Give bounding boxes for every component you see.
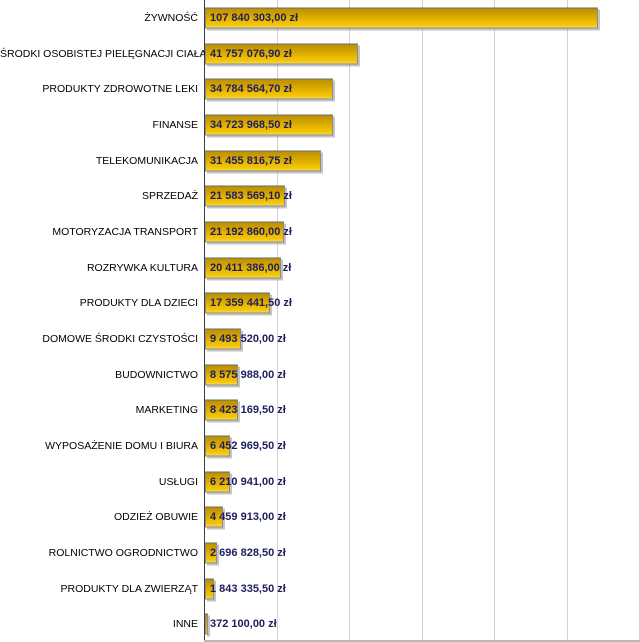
category-label: ROZRYWKA KULTURA [86, 261, 198, 274]
bar[interactable] [205, 364, 239, 386]
bar-track: 372 100,00 zł [204, 606, 640, 642]
category-label: BUDOWNICTWO [115, 368, 198, 381]
value-label: 372 100,00 zł [210, 618, 277, 631]
bar-track: 20 411 386,00 zł [204, 250, 640, 286]
bar[interactable] [205, 328, 242, 350]
bar-row: DOMOWE ŚRODKI CZYSTOŚCI 9 493 520,00 zł [0, 321, 640, 357]
value-label: 31 455 816,75 zł [210, 154, 292, 167]
category-label: ODZIEŻ OBUWIE [114, 511, 198, 524]
bar[interactable] [205, 613, 209, 635]
value-label: 34 723 968,50 zł [210, 118, 292, 131]
bar-track: 31 455 816,75 zł [204, 143, 640, 179]
bar[interactable] [205, 257, 281, 279]
value-label: 20 411 386,00 zł [210, 261, 292, 274]
bar-row: ODZIEŻ OBUWIE 4 459 913,00 zł [0, 499, 640, 535]
bar-row: TELEKOMUNIKACJA 31 455 816,75 zł [0, 143, 640, 179]
category-label: DOMOWE ŚRODKI CZYSTOŚCI [42, 332, 198, 345]
category-label: WYPOSAŻENIE DOMU I BIURA [45, 439, 198, 452]
value-label: 21 583 569,10 zł [210, 190, 292, 203]
value-label: 1 843 335,50 zł [210, 582, 286, 595]
bar[interactable] [205, 292, 270, 314]
bar-row: PRODUKTY DLA ZWIERZĄT 1 843 335,50 zł [0, 571, 640, 607]
category-label: MARKETING [135, 404, 198, 417]
value-label: 2 696 828,50 zł [210, 546, 286, 559]
bar[interactable] [205, 43, 359, 64]
bar[interactable] [205, 435, 231, 457]
bar-track: 21 192 860,00 zł [204, 214, 640, 250]
bar-track: 6 452 969,50 zł [204, 428, 640, 464]
bar-row: BUDOWNICTWO 8 575 988,00 zł [0, 357, 640, 393]
value-label: 41 757 076,90 zł [210, 47, 292, 60]
category-label: USŁUGI [158, 475, 198, 488]
bar-track: 1 843 335,50 zł [204, 571, 640, 607]
value-label: 6 452 969,50 zł [210, 439, 286, 452]
bar-track: 2 696 828,50 zł [204, 535, 640, 571]
bar-track: 107 840 303,00 zł [204, 0, 640, 36]
bar[interactable] [205, 471, 230, 493]
bar-track: 9 493 520,00 zł [204, 321, 640, 357]
bar[interactable] [205, 7, 598, 29]
bar-row: ROZRYWKA KULTURA 20 411 386,00 zł [0, 250, 640, 286]
bar-row: PRODUKTY DLA DZIECI 17 359 441,50 zł [0, 285, 640, 321]
category-label: PRODUKTY DLA ZWIERZĄT [60, 582, 199, 595]
bar-row: MOTORYZACJA TRANSPORT 21 192 860,00 zł [0, 214, 640, 250]
category-label: TELEKOMUNIKACJA [95, 154, 198, 167]
bar-row: FINANSE 34 723 968,50 zł [0, 107, 640, 143]
value-label: 6 210 941,00 zł [210, 475, 286, 488]
bar-track: 41 757 076,90 zł [204, 36, 640, 72]
bar[interactable] [205, 185, 286, 207]
category-label: ŚRODKI OSOBISTEJ PIELĘGNACJI CIAŁA [0, 47, 207, 60]
bar[interactable] [205, 78, 334, 100]
category-label: SPRZEDAŻ [141, 190, 198, 203]
bar[interactable] [205, 221, 284, 243]
category-label: PRODUKTY ZDROWOTNE LEKI [42, 83, 198, 96]
bar-track: 17 359 441,50 zł [204, 285, 640, 321]
value-label: 8 575 988,00 zł [210, 368, 286, 381]
value-label: 107 840 303,00 zł [210, 11, 299, 24]
bar-row: ROLNICTWO OGRODNICTWO 2 696 828,50 zł [0, 535, 640, 571]
category-label: MOTORYZACJA TRANSPORT [52, 225, 198, 238]
bar[interactable] [205, 578, 214, 600]
bar-row: ŻYWNOŚĆ 107 840 303,00 zł [0, 0, 640, 36]
bar-track: 8 575 988,00 zł [204, 357, 640, 393]
bar-row: SPRZEDAŻ 21 583 569,10 zł [0, 178, 640, 214]
bar-track: 8 423 169,50 zł [204, 392, 640, 428]
value-label: 17 359 441,50 zł [210, 297, 292, 310]
category-label: PRODUKTY DLA DZIECI [79, 297, 198, 310]
bar-row: MARKETING 8 423 169,50 zł [0, 392, 640, 428]
bar-row: USŁUGI 6 210 941,00 zł [0, 464, 640, 500]
value-label: 8 423 169,50 zł [210, 404, 286, 417]
bar-track: 34 784 564,70 zł [204, 71, 640, 107]
value-label: 21 192 860,00 zł [210, 225, 292, 238]
bar-track: 6 210 941,00 zł [204, 464, 640, 500]
bar[interactable] [205, 506, 224, 528]
bar[interactable] [205, 542, 217, 564]
bar-track: 34 723 968,50 zł [204, 107, 640, 143]
value-label: 34 784 564,70 zł [210, 83, 292, 96]
category-label: FINANSE [152, 118, 198, 131]
category-label: INNE [172, 618, 198, 631]
bar[interactable] [205, 150, 322, 172]
bar-track: 21 583 569,10 zł [204, 178, 640, 214]
category-label: ŻYWNOŚĆ [144, 11, 198, 24]
value-label: 9 493 520,00 zł [210, 332, 286, 345]
bar[interactable] [205, 399, 238, 421]
bar-track: 4 459 913,00 zł [204, 499, 640, 535]
bar-row: PRODUKTY ZDROWOTNE LEKI 34 784 564,70 zł [0, 71, 640, 107]
value-label: 4 459 913,00 zł [210, 511, 286, 524]
category-label: ROLNICTWO OGRODNICTWO [48, 546, 198, 559]
bar-row: INNE 372 100,00 zł [0, 606, 640, 642]
bar-row: WYPOSAŻENIE DOMU I BIURA 6 452 969,50 zł [0, 428, 640, 464]
bar-row: ŚRODKI OSOBISTEJ PIELĘGNACJI CIAŁA 41 75… [0, 36, 640, 72]
bar[interactable] [205, 114, 333, 136]
